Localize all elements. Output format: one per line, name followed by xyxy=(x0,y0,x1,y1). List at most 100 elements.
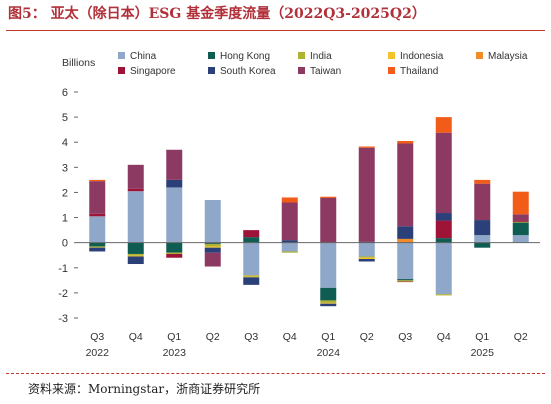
bar-segment-china xyxy=(474,235,491,243)
bar-segment-hong-kong xyxy=(512,222,529,236)
bar-segment-hong-kong xyxy=(397,279,414,281)
footer-divider xyxy=(6,373,545,374)
bar-segment-singapore xyxy=(243,230,260,238)
legend-item-indonesia: Indonesia xyxy=(388,51,444,62)
x-tick-label: Q4 xyxy=(283,331,297,343)
x-year-label: 2025 xyxy=(471,347,495,359)
bar-segment-china xyxy=(204,199,221,243)
x-tick-label: Q4 xyxy=(129,331,143,343)
bar-segment-india xyxy=(204,243,221,247)
legend-swatch xyxy=(388,52,395,59)
legend-item-taiwan: Taiwan xyxy=(298,66,341,77)
y-tick-label: -2 xyxy=(58,288,68,300)
bar-segment-india xyxy=(512,221,529,223)
bar-segment-china xyxy=(512,235,529,243)
legend-label: Indonesia xyxy=(400,51,444,62)
legend-label: India xyxy=(310,51,332,62)
bar-segment-india xyxy=(166,252,183,254)
legend-item-hong-kong: Hong Kong xyxy=(208,51,270,62)
bar-segment-singapore xyxy=(435,220,452,239)
x-year-label: 2022 xyxy=(86,347,110,359)
x-tick-label: Q4 xyxy=(437,331,451,343)
bar-segment-singapore xyxy=(127,188,144,192)
bar-segment-thailand xyxy=(281,197,298,203)
bar-segment-south-korea xyxy=(89,247,106,252)
x-tick-label: Q1 xyxy=(321,331,335,343)
legend-label: Thailand xyxy=(400,66,438,77)
bar-segment-taiwan xyxy=(320,197,337,243)
x-year-label: 2023 xyxy=(163,347,187,359)
bar-segment-singapore xyxy=(397,281,414,283)
bar-segment-south-korea xyxy=(397,226,414,239)
bar-segment-south-korea xyxy=(474,220,491,236)
bar-segment-taiwan xyxy=(127,164,144,189)
bar-segment-hong-kong xyxy=(89,242,106,247)
legend-label: China xyxy=(130,51,157,62)
bar-segment-taiwan xyxy=(397,143,414,227)
bars xyxy=(89,117,529,307)
legend-label: South Korea xyxy=(220,66,276,77)
bar-segment-thailand xyxy=(358,146,375,148)
legend: China Hong Kong India Indonesia Malaysia Sing… xyxy=(118,51,528,77)
y-tick-label: 3 xyxy=(62,162,68,174)
bar-segment-south-korea xyxy=(320,303,337,307)
legend-label: Taiwan xyxy=(310,66,341,77)
y-tick-label: 4 xyxy=(62,137,68,149)
legend-item-china: China xyxy=(118,51,157,62)
bar-segment-taiwan xyxy=(204,252,221,267)
y-tick-label: 6 xyxy=(62,87,68,99)
bar-segment-china xyxy=(397,242,414,280)
bar-segment-south-korea xyxy=(435,213,452,221)
bar-segment-thailand xyxy=(320,196,337,198)
bar-segment-india xyxy=(127,253,144,256)
legend-swatch xyxy=(298,52,305,59)
bar-segment-thailand xyxy=(435,117,452,133)
bar-segment-indonesia xyxy=(320,302,337,304)
bar-segment-indonesia xyxy=(358,257,375,259)
bar-segment-taiwan xyxy=(474,183,491,221)
bar-segment-indonesia xyxy=(204,246,221,248)
bar-segment-china xyxy=(243,242,260,276)
source-note: 资料来源：Morningstar，浙商证券研究所 xyxy=(28,382,261,396)
bar-segment-india xyxy=(320,300,337,303)
bar-segment-malaysia xyxy=(397,238,414,243)
legend-item-malaysia: Malaysia xyxy=(476,51,528,62)
bar-segment-hong-kong xyxy=(320,287,337,301)
bar-segment-south-korea xyxy=(166,179,183,188)
bar-segment-china xyxy=(320,242,337,288)
legend-swatch xyxy=(208,52,215,59)
legend-swatch xyxy=(388,67,395,74)
bar-segment-singapore xyxy=(166,253,183,258)
bar-segment-indonesia xyxy=(243,276,260,278)
bar-segment-taiwan xyxy=(512,214,529,221)
legend-label: Malaysia xyxy=(488,51,528,62)
bar-segment-south-korea xyxy=(243,277,260,285)
bar-segment-hong-kong xyxy=(435,238,452,243)
x-tick-label: Q1 xyxy=(475,331,489,343)
x-year-label: 2024 xyxy=(317,347,341,359)
bar-segment-taiwan xyxy=(281,202,298,241)
legend-label: Singapore xyxy=(130,66,176,77)
bar-segment-hong-kong xyxy=(474,242,491,248)
y-axis: -3 -2 -1 0 1 2 3 4 5 6 xyxy=(58,87,78,325)
bar-segment-india xyxy=(281,251,298,253)
y-tick-label: 1 xyxy=(62,213,68,225)
bar-segment-south-korea xyxy=(127,256,144,265)
figure-title: 图5： 亚太（除日本）ESG 基金季度流量（2022Q3-2025Q2） xyxy=(8,6,426,22)
bar-segment-china xyxy=(281,242,298,252)
bar-segment-hong-kong xyxy=(243,237,260,243)
y-tick-label: 0 xyxy=(62,238,68,250)
bar-segment-singapore xyxy=(89,213,106,217)
bar-segment-india xyxy=(435,294,452,296)
x-tick-label: Q2 xyxy=(206,331,220,343)
bar-segment-india xyxy=(243,275,260,277)
bar-segment-taiwan xyxy=(166,149,183,180)
y-tick-label: 5 xyxy=(62,112,68,124)
bar-segment-india xyxy=(358,256,375,258)
x-tick-label: Q2 xyxy=(514,331,528,343)
bar-segment-thailand xyxy=(512,191,529,215)
bar-segment-china xyxy=(89,216,106,243)
bar-segment-taiwan xyxy=(435,132,452,214)
bar-segment-taiwan xyxy=(89,181,106,214)
x-tick-label: Q3 xyxy=(90,331,104,343)
